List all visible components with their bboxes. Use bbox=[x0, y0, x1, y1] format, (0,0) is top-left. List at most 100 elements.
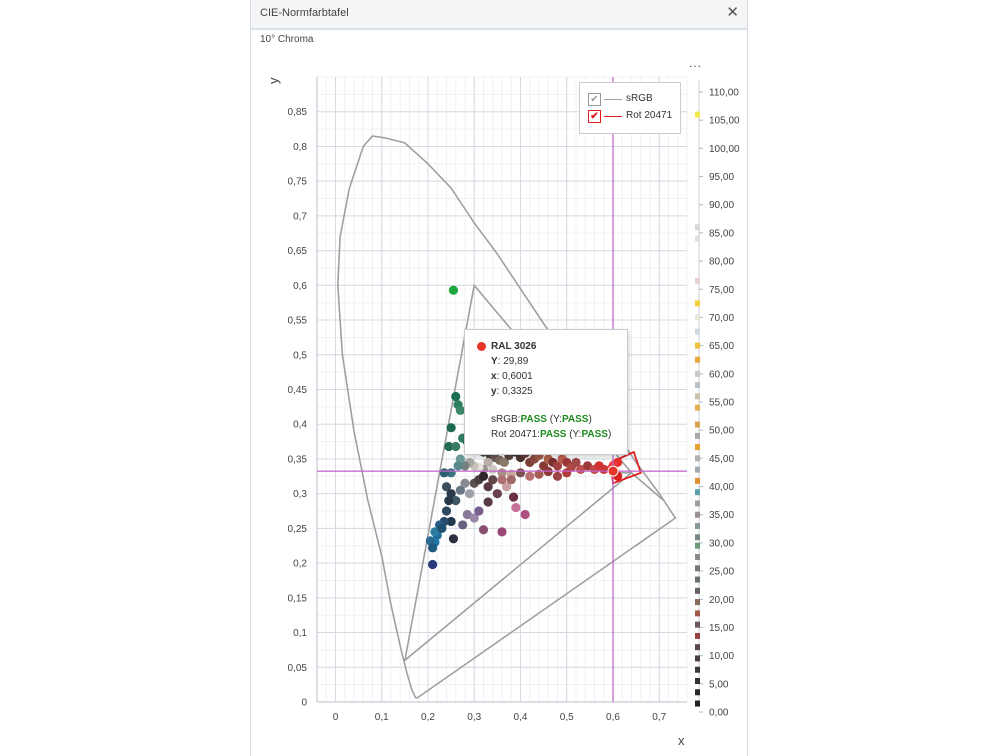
color-point bbox=[465, 489, 475, 499]
color-point bbox=[453, 461, 463, 471]
scale-label: 60,00 bbox=[709, 369, 734, 380]
scale-swatch bbox=[695, 111, 700, 118]
chart-subtitle: 10° Chroma bbox=[260, 34, 314, 45]
x-tick-label: 0 bbox=[333, 712, 339, 723]
color-point bbox=[508, 492, 519, 502]
scale-swatch bbox=[695, 523, 700, 529]
scale-swatch bbox=[695, 328, 700, 335]
color-point bbox=[571, 457, 581, 468]
x-tick-label: 0,6 bbox=[606, 712, 620, 723]
scale-swatch bbox=[695, 300, 700, 307]
scale-label: 25,00 bbox=[709, 567, 734, 578]
chart-panel: CIE-Normfarbtafel ✕ 10° Chroma ... 0 0,1 0… bbox=[250, 0, 748, 756]
y-axis-label: y bbox=[266, 77, 281, 84]
scale-swatch bbox=[695, 678, 700, 684]
scale-swatch bbox=[695, 382, 700, 389]
color-point bbox=[444, 441, 454, 452]
color-point bbox=[492, 489, 502, 499]
scale-label: 100,00 bbox=[709, 144, 740, 155]
scale-swatch bbox=[695, 277, 700, 284]
scale-swatch bbox=[695, 621, 700, 628]
color-point bbox=[552, 461, 563, 471]
scale-swatch bbox=[695, 500, 700, 507]
y-tick-label: 0,05 bbox=[288, 663, 308, 674]
scale-swatch bbox=[695, 587, 700, 594]
x-tick-label: 0,5 bbox=[560, 712, 574, 723]
color-point bbox=[441, 506, 452, 516]
scale-swatch bbox=[695, 700, 700, 707]
tooltip-rot-result: Rot 20471:PASS (Y:PASS) bbox=[491, 429, 612, 440]
scale-label: 40,00 bbox=[709, 482, 734, 493]
scale-swatch bbox=[695, 576, 700, 583]
color-point bbox=[478, 471, 489, 481]
scale-label: 70,00 bbox=[709, 313, 734, 324]
x-axis-label: x bbox=[678, 733, 685, 748]
y-tick-label: 0,3 bbox=[293, 489, 307, 500]
color-point bbox=[469, 513, 479, 523]
tooltip-title: RAL 3026 bbox=[491, 341, 537, 352]
color-point bbox=[497, 527, 507, 537]
scale-swatch bbox=[695, 655, 700, 662]
more-options-icon[interactable]: ... bbox=[689, 56, 703, 70]
color-point bbox=[599, 464, 609, 474]
color-scale: 110,00 105,00 100,00 95,00 90,00 85,00 80,00 75… bbox=[695, 80, 740, 719]
y-tick-label: 0,1 bbox=[293, 628, 307, 639]
y-tick-label: 0,85 bbox=[288, 107, 308, 118]
scale-swatch bbox=[695, 511, 700, 518]
color-point bbox=[562, 468, 572, 478]
y-tick-label: 0,65 bbox=[288, 246, 308, 257]
highlighted-point bbox=[607, 465, 619, 477]
scale-swatch bbox=[695, 632, 700, 639]
checkbox-icon[interactable]: ✔ bbox=[588, 110, 601, 123]
cie-chromaticity-chart[interactable]: 0 0,1 0,2 0,3 0,4 0,5 0,6 0,7 0 0,05 0,1 0,15 0,2 0,2… bbox=[251, 0, 747, 756]
color-point bbox=[451, 441, 461, 452]
color-point bbox=[483, 457, 493, 468]
scale-label: 105,00 bbox=[709, 116, 740, 127]
color-point bbox=[448, 534, 459, 544]
color-point bbox=[497, 475, 507, 485]
color-point bbox=[506, 475, 516, 485]
legend-label: sRGB bbox=[626, 93, 653, 104]
color-point bbox=[451, 391, 461, 402]
color-point bbox=[425, 536, 435, 546]
close-icon[interactable]: ✕ bbox=[726, 4, 739, 21]
color-point bbox=[478, 525, 489, 535]
color-point bbox=[488, 475, 498, 485]
scale-label: 65,00 bbox=[709, 341, 734, 352]
y-tick-label: 0,75 bbox=[288, 177, 308, 188]
y-tick-label: 0,4 bbox=[293, 420, 307, 431]
scale-swatch bbox=[695, 444, 700, 451]
checkbox-icon[interactable]: ✔ bbox=[588, 93, 601, 106]
color-point bbox=[428, 559, 438, 570]
scale-label: 90,00 bbox=[709, 200, 734, 211]
scale-label: 55,00 bbox=[709, 398, 734, 409]
color-point bbox=[455, 405, 465, 415]
scale-swatch bbox=[695, 455, 700, 462]
color-point bbox=[483, 497, 493, 507]
scale-label: 95,00 bbox=[709, 172, 734, 183]
color-point bbox=[483, 482, 493, 492]
y-tick-label: 0,55 bbox=[288, 316, 308, 327]
scale-swatch bbox=[695, 610, 700, 617]
scale-swatch bbox=[695, 370, 700, 377]
x-tick-label: 0,3 bbox=[467, 712, 481, 723]
tooltip-Y: Y: 29,89 bbox=[491, 356, 529, 367]
legend-line bbox=[604, 116, 622, 117]
scale-swatch bbox=[695, 404, 700, 411]
scale-swatch bbox=[695, 393, 700, 400]
tooltip-srgb-result: sRGB:PASS (Y:PASS) bbox=[491, 414, 592, 425]
color-point bbox=[428, 543, 438, 553]
x-tick-label: 0,1 bbox=[375, 712, 389, 723]
y-tick-label: 0,5 bbox=[293, 350, 307, 361]
y-tick-label: 0,45 bbox=[288, 385, 308, 396]
color-point bbox=[437, 523, 447, 533]
y-tick-label: 0,35 bbox=[288, 454, 308, 465]
tooltip-color-dot bbox=[477, 342, 486, 351]
scale-label: 85,00 bbox=[709, 228, 734, 239]
y-tick-label: 0,8 bbox=[293, 142, 307, 153]
color-point bbox=[439, 468, 449, 478]
y-tick-label: 0,7 bbox=[293, 211, 307, 222]
scale-label: 75,00 bbox=[709, 285, 734, 296]
panel-title: CIE-Normfarbtafel bbox=[260, 7, 349, 19]
y-tick-label: 0,2 bbox=[293, 559, 307, 570]
